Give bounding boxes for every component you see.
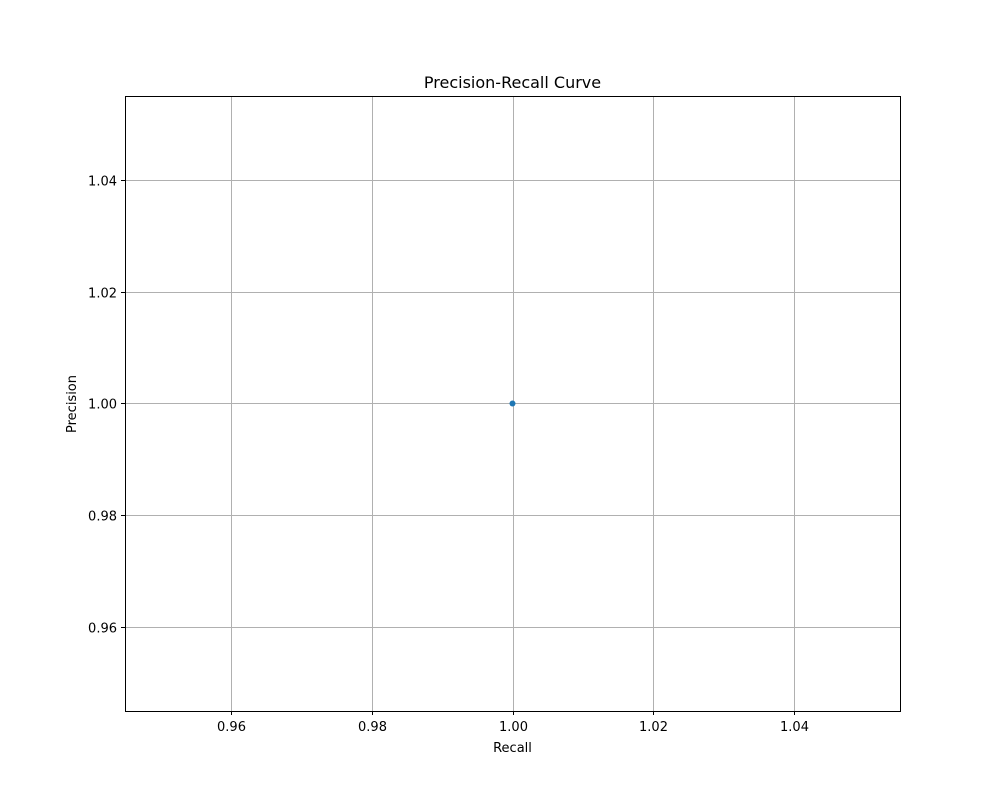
- chart-title: Precision-Recall Curve: [424, 73, 601, 92]
- y-axis: 0.96 0.98 1.00 1.02 1.04: [88, 175, 125, 637]
- y-tick-label: 1.04: [88, 175, 117, 190]
- y-tick-label: 0.98: [88, 510, 117, 525]
- x-tick-label: 1.00: [499, 720, 528, 735]
- x-tick-label: 0.98: [358, 720, 387, 735]
- data-point: [509, 400, 516, 407]
- x-tick-label: 1.04: [780, 720, 809, 735]
- x-axis-label: Recall: [493, 741, 532, 756]
- y-tick-label: 1.00: [88, 398, 117, 413]
- y-tick-label: 0.96: [88, 622, 117, 637]
- x-tick-label: 1.02: [639, 720, 668, 735]
- series-layer: [509, 400, 516, 407]
- y-axis-label: Precision: [65, 375, 80, 433]
- y-tick-label: 1.02: [88, 287, 117, 302]
- grid: [125, 96, 900, 711]
- x-axis: 0.96 0.98 1.00 1.02 1.04: [217, 711, 809, 735]
- x-tick-label: 0.96: [217, 720, 246, 735]
